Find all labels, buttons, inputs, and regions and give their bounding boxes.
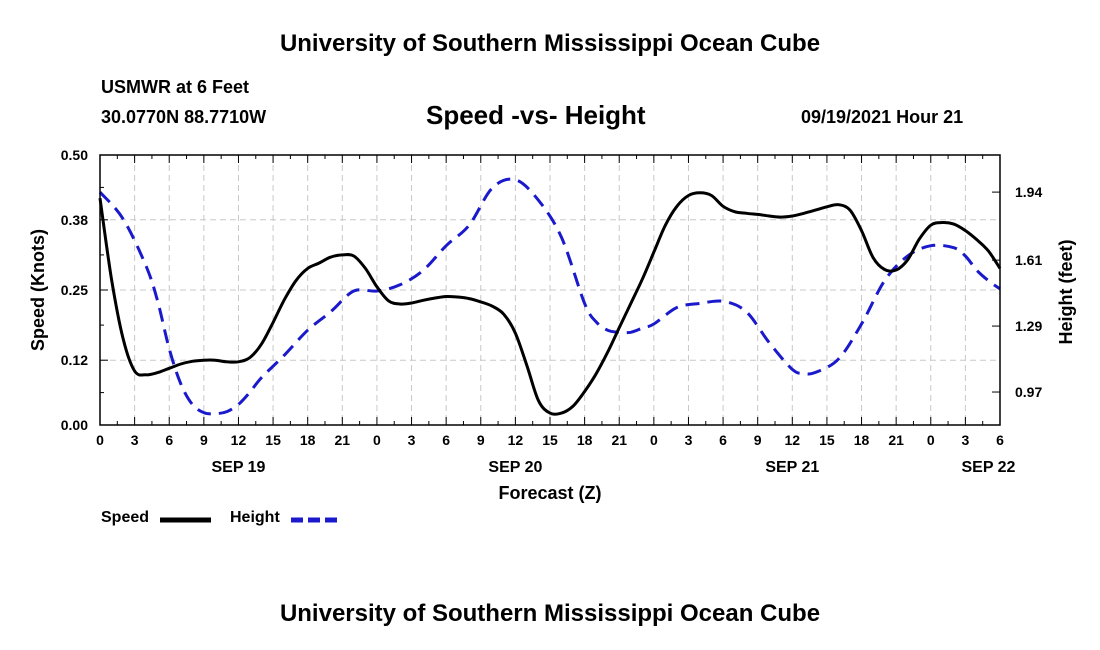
y-tick-label: 0.12 bbox=[61, 352, 88, 368]
x-tick-label: 6 bbox=[442, 432, 450, 448]
legend-speed-label: Speed bbox=[101, 509, 150, 526]
x-tick-label: 15 bbox=[542, 432, 558, 448]
x-tick-label: 15 bbox=[819, 432, 835, 448]
organization-title-bottom: University of Southern Mississippi Ocean… bbox=[279, 600, 821, 627]
series-line-speed bbox=[98, 191, 1002, 416]
x-tick-label: 12 bbox=[785, 432, 801, 448]
y2-tick-label: 1.61 bbox=[1015, 252, 1042, 268]
x-tick-label: 9 bbox=[477, 432, 485, 448]
chart-title: Speed -vs- Height bbox=[426, 100, 646, 130]
x-tick-label: 3 bbox=[131, 432, 139, 448]
x-tick-label: 0 bbox=[927, 432, 935, 448]
grid-lines bbox=[100, 155, 1000, 425]
x-tick-label: 6 bbox=[165, 432, 173, 448]
x-date-label: SEP 21 bbox=[765, 459, 819, 476]
x-tick-label: 12 bbox=[231, 432, 247, 448]
y-axis-title: Speed (Knots) bbox=[28, 229, 48, 351]
x-tick-label: 18 bbox=[300, 432, 316, 448]
x-tick-label: 0 bbox=[650, 432, 658, 448]
series-line-height bbox=[98, 177, 1001, 416]
x-tick-label: 6 bbox=[719, 432, 727, 448]
x-tick-label: 18 bbox=[854, 432, 870, 448]
x-tick-label: 21 bbox=[888, 432, 904, 448]
x-date-label: SEP 22 bbox=[961, 459, 1015, 476]
x-tick-label: 21 bbox=[611, 432, 627, 448]
x-tick-label: 3 bbox=[408, 432, 416, 448]
x-tick-label: 6 bbox=[996, 432, 1004, 448]
plot-frame bbox=[99, 154, 1001, 426]
x-tick-label: 18 bbox=[577, 432, 593, 448]
x-tick-label: 0 bbox=[96, 432, 104, 448]
x-axis-title: Forecast (Z) bbox=[498, 483, 601, 503]
legend-height-label: Height bbox=[230, 509, 280, 526]
y-tick-label: 0.38 bbox=[61, 212, 88, 228]
height-series-group bbox=[98, 177, 1001, 416]
y2-tick-label: 1.94 bbox=[1015, 184, 1042, 200]
x-tick-label: 15 bbox=[265, 432, 281, 448]
x-tick-label: 3 bbox=[961, 432, 969, 448]
axis-labels: 0 3 6 9 12 15 18 21 0 3 6 9 12 15 18 21 0 3 6 9 12 15 18 21 0 3 6 0… bbox=[28, 147, 1076, 503]
y-tick-label: 0.50 bbox=[61, 147, 88, 163]
y-tick-label: 0.00 bbox=[61, 417, 88, 433]
organization-title-top: University of Southern Mississippi Ocean… bbox=[279, 30, 821, 57]
y2-tick-label: 1.29 bbox=[1015, 318, 1042, 334]
y-tick-label: 0.25 bbox=[61, 282, 88, 298]
x-date-label: SEP 20 bbox=[488, 459, 542, 476]
x-tick-label: 3 bbox=[685, 432, 693, 448]
speed-series-group bbox=[98, 191, 1002, 416]
x-tick-label: 21 bbox=[335, 432, 351, 448]
station-label: USMWR at 6 Feet bbox=[101, 77, 250, 97]
y2-axis-title: Height (feet) bbox=[1056, 240, 1076, 345]
x-date-label: SEP 19 bbox=[211, 459, 265, 476]
x-tick-label: 12 bbox=[508, 432, 524, 448]
y2-tick-label: 0.97 bbox=[1015, 384, 1042, 400]
x-tick-label: 0 bbox=[373, 432, 381, 448]
x-tick-label: 9 bbox=[200, 432, 208, 448]
coordinates-label: 30.0770N 88.7710W bbox=[101, 107, 267, 127]
x-tick-label: 9 bbox=[754, 432, 762, 448]
timestamp-label: 09/19/2021 Hour 21 bbox=[801, 107, 964, 127]
